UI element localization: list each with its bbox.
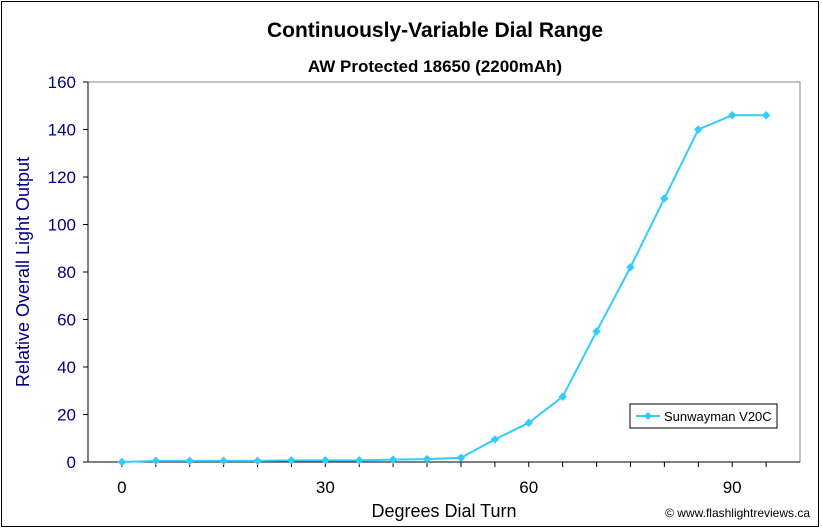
chart-subtitle: AW Protected 18650 (2200mAh) (308, 57, 562, 76)
y-tick-label: 160 (48, 73, 76, 92)
y-tick-label: 60 (57, 311, 76, 330)
data-point (761, 110, 771, 120)
data-point (727, 110, 737, 120)
legend-marker (644, 412, 652, 420)
y-tick-label: 100 (48, 216, 76, 235)
data-point (354, 455, 364, 465)
data-point (253, 456, 262, 466)
data-point (592, 327, 601, 336)
data-point (558, 392, 568, 402)
y-tick-label: 0 (67, 453, 76, 472)
x-axis-label: Degrees Dial Turn (371, 501, 516, 521)
data-point (388, 455, 398, 464)
data-point (151, 456, 161, 466)
data-point (524, 418, 534, 428)
data-point (422, 454, 432, 464)
series-group (117, 110, 771, 467)
x-tick-label: 0 (117, 478, 126, 497)
legend: Sunwayman V20C (629, 403, 778, 429)
chart-title: Continuously-Variable Dial Range (267, 19, 603, 42)
credit-text: © www.flashlightreviews.ca (665, 506, 810, 520)
y-tick-label: 20 (57, 406, 76, 425)
x-tick-label: 90 (723, 478, 742, 497)
x-tick-label: 30 (316, 478, 335, 497)
plot-area (87, 81, 801, 463)
y-tick-label: 120 (48, 168, 76, 187)
x-tick-label: 60 (519, 478, 538, 497)
data-point (320, 455, 330, 465)
series-line (121, 114, 767, 463)
data-point (660, 194, 669, 203)
y-tick-label: 40 (57, 358, 76, 377)
y-tick-label: 80 (57, 263, 76, 282)
data-point (456, 453, 466, 463)
data-point (693, 125, 703, 134)
data-point (117, 457, 127, 467)
data-point (287, 455, 296, 465)
data-point (185, 456, 195, 466)
data-point (219, 456, 228, 466)
data-point (490, 435, 500, 444)
legend-label: Sunwayman V20C (664, 409, 772, 424)
y-axis-label: Relative Overall Light Output (13, 157, 33, 387)
y-tick-label: 140 (48, 121, 76, 140)
data-point (626, 262, 635, 272)
tick-labels: 0 20 40 60 80 100 120 140 160 0 30 60 90 (48, 73, 742, 497)
